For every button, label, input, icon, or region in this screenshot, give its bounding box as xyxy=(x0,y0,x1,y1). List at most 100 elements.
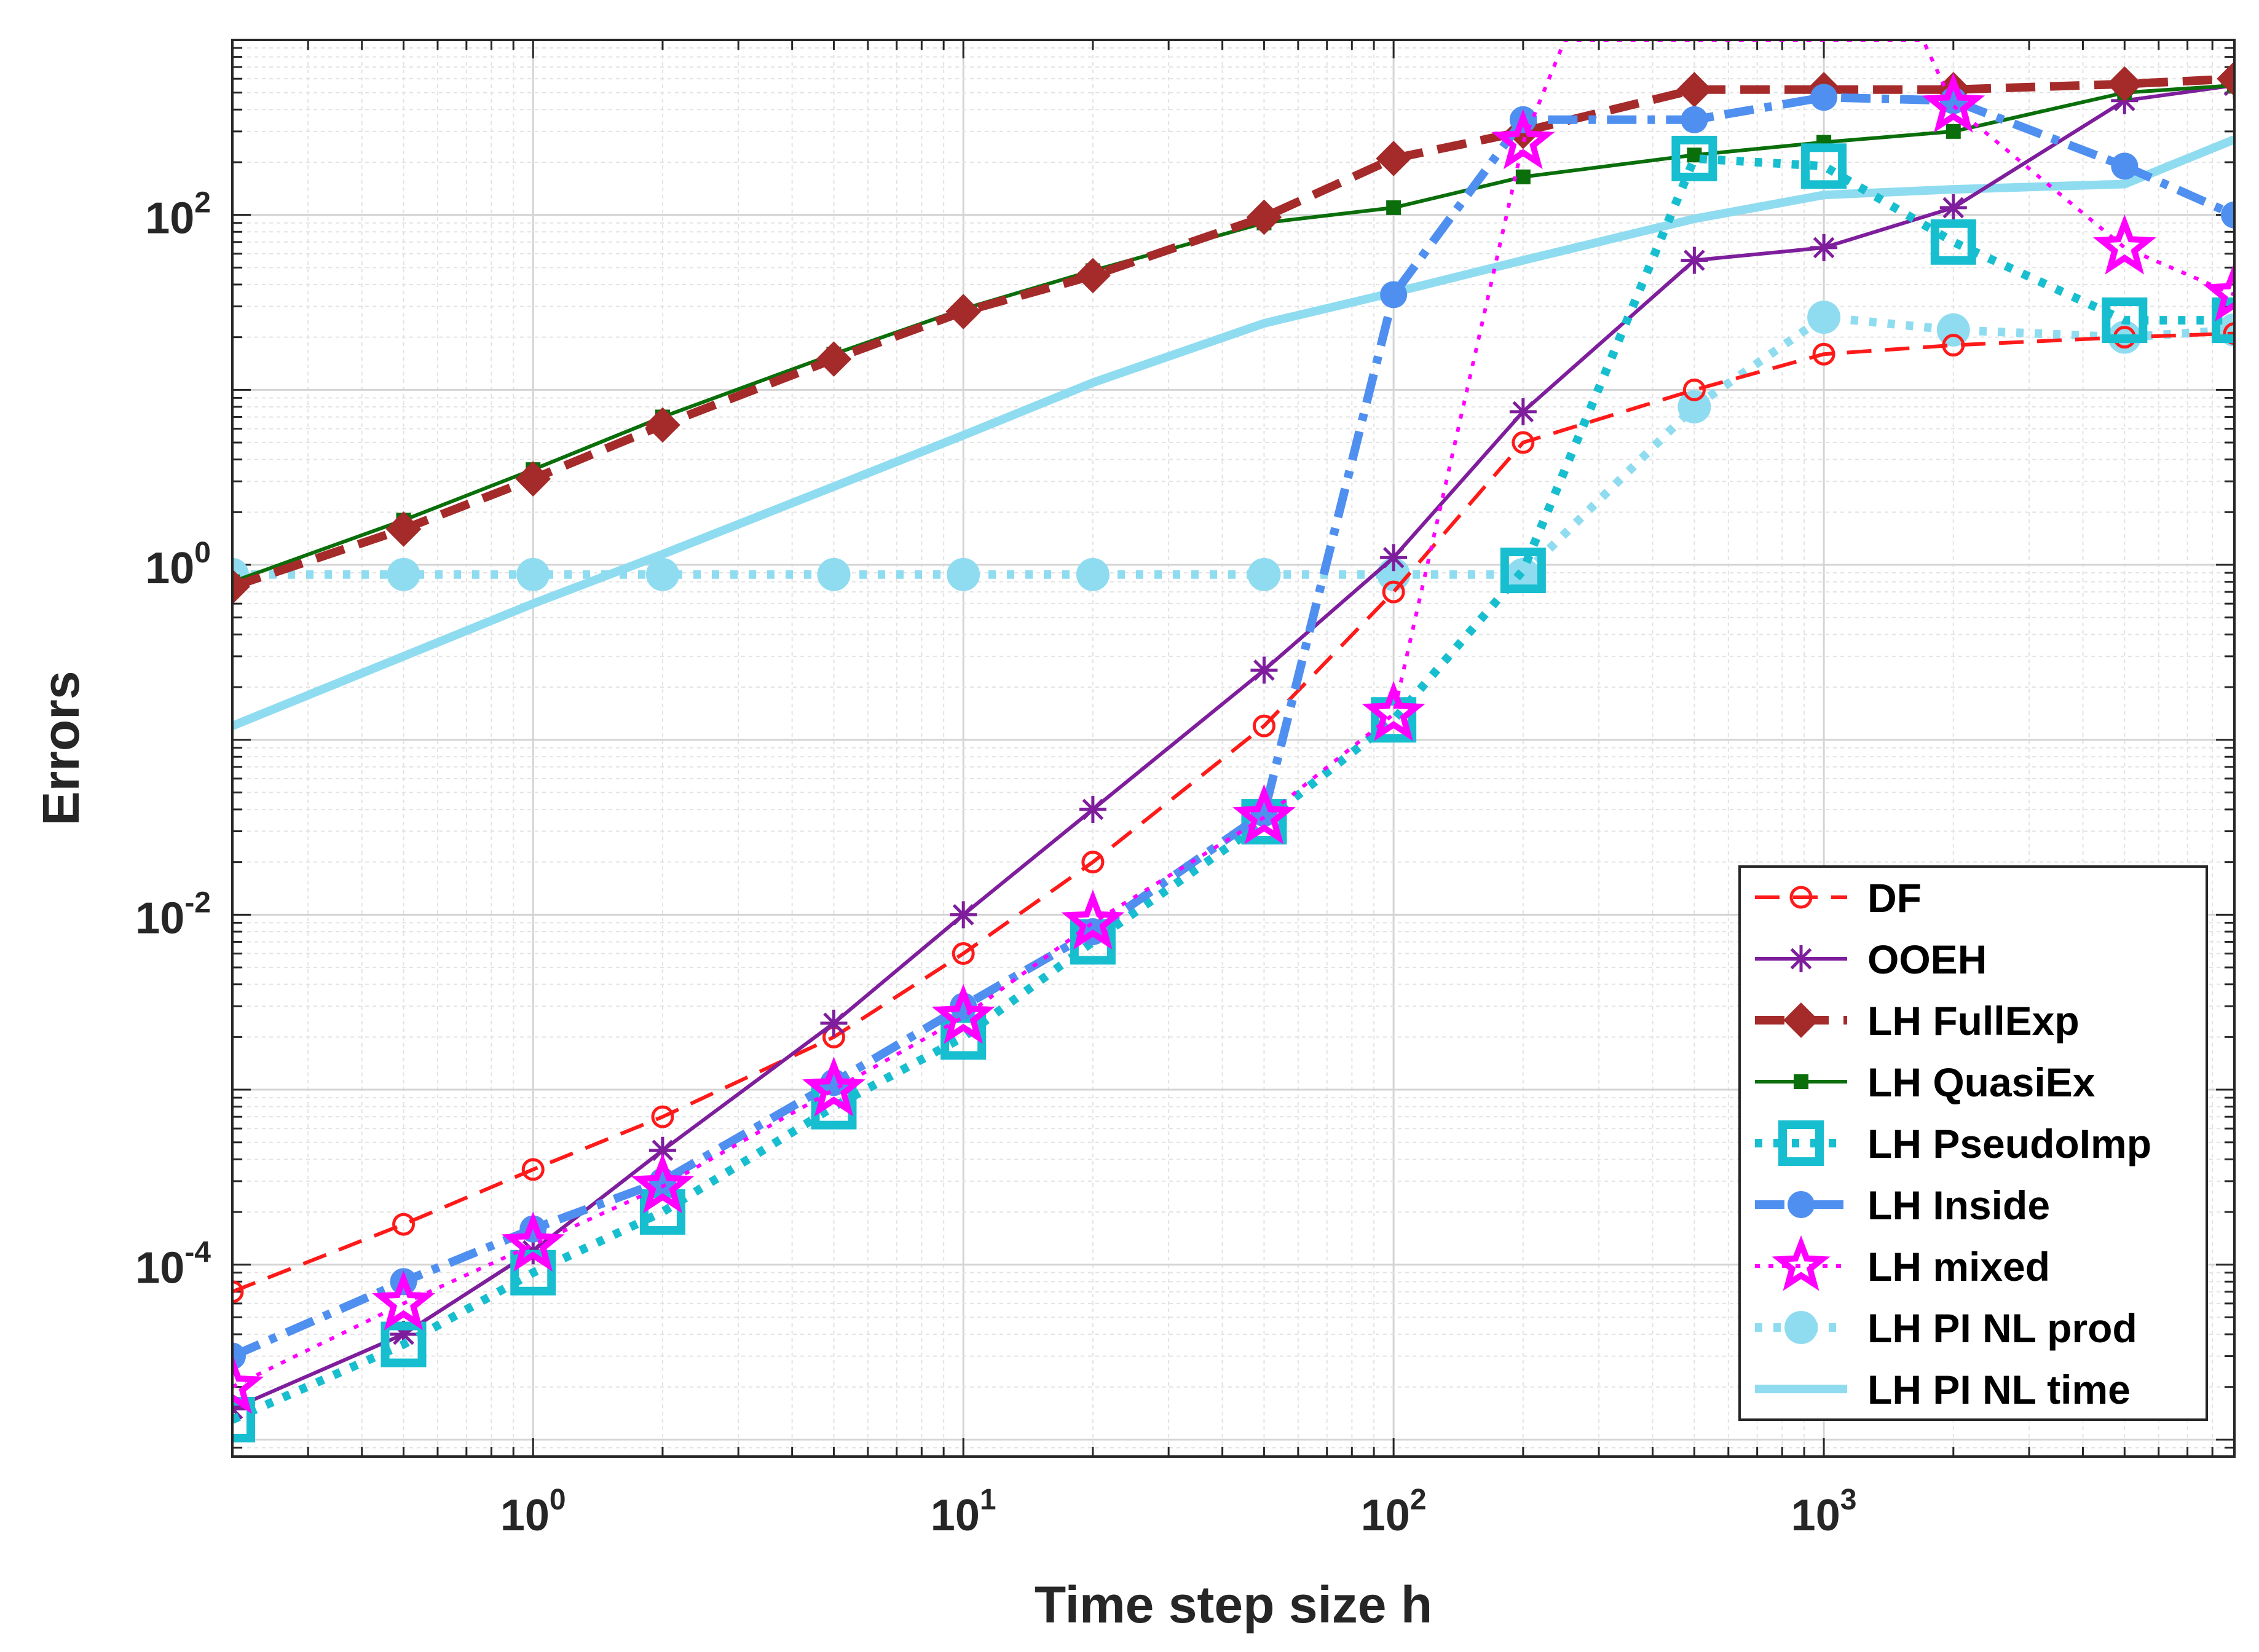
x-tick-label: 101 xyxy=(931,1484,996,1540)
data-point xyxy=(372,1270,435,1331)
data-point xyxy=(645,407,680,443)
data-point xyxy=(2102,297,2148,344)
legend-marker xyxy=(1789,886,1813,909)
y-tick-label-base: 10 xyxy=(135,1244,184,1293)
data-point xyxy=(1677,390,1711,423)
data-point xyxy=(820,1009,848,1037)
data-point xyxy=(1252,714,1275,738)
data-point xyxy=(952,942,975,966)
data-point xyxy=(1922,73,1985,133)
legend-entry: LH FullExp xyxy=(1755,998,2080,1044)
data-point xyxy=(651,1105,674,1128)
x-tick-label-base: 10 xyxy=(500,1491,550,1540)
data-point xyxy=(1681,246,1708,274)
x-tick-label-exponent: 2 xyxy=(1410,1484,1427,1516)
y-tick-label: 10-2 xyxy=(135,886,211,943)
data-point xyxy=(1512,431,1535,454)
data-point xyxy=(1250,656,1278,684)
series-lh-mixed xyxy=(232,40,2234,1414)
data-point xyxy=(1491,109,1555,170)
data-point xyxy=(2223,322,2234,345)
legend-label: LH FullExp xyxy=(1867,998,2080,1044)
data-point xyxy=(1061,889,1125,950)
legend-label: LH mixed xyxy=(1867,1244,2050,1289)
data-point xyxy=(631,1153,695,1214)
x-tick-label-exponent: 1 xyxy=(980,1484,996,1516)
plot-frame xyxy=(231,39,2236,1458)
data-point xyxy=(1810,84,1838,111)
legend-label: LH QuasiEx xyxy=(1867,1060,2095,1105)
x-tick-label-base: 10 xyxy=(931,1491,980,1540)
series-line xyxy=(232,135,2234,730)
data-point xyxy=(1500,548,1546,594)
data-point xyxy=(1076,557,1110,591)
legend-entry: LH Inside xyxy=(1755,1182,2050,1228)
x-tick-label: 103 xyxy=(1791,1484,1857,1540)
series-line xyxy=(232,74,2234,591)
x-axis-title: Time step size h xyxy=(1035,1576,1432,1634)
data-point xyxy=(1946,124,1961,139)
data-point xyxy=(1079,795,1106,823)
legend-entry: DF xyxy=(1755,875,1922,921)
x-tick-label-exponent: 3 xyxy=(1840,1484,1857,1516)
series-line xyxy=(232,154,2234,1424)
legend-label: OOEH xyxy=(1867,937,1987,982)
data-point xyxy=(2221,201,2234,229)
x-tick-label-base: 10 xyxy=(1791,1491,1840,1540)
data-point xyxy=(950,901,977,929)
y-tick-label-exponent: 0 xyxy=(194,537,211,569)
data-point xyxy=(1801,143,1847,189)
data-point xyxy=(2107,66,2143,102)
data-point xyxy=(2202,261,2234,322)
data-point xyxy=(1509,398,1537,425)
legend-entry: LH QuasiEx xyxy=(1755,1060,2095,1105)
data-point xyxy=(1936,313,1970,347)
y-tick-label-base: 10 xyxy=(135,894,184,943)
asterisk-stroke xyxy=(1512,401,1534,423)
data-point xyxy=(1676,72,1713,108)
series-layer xyxy=(232,40,2234,1442)
data-point xyxy=(931,983,995,1044)
data-point xyxy=(645,557,679,591)
legend-marker xyxy=(1784,1311,1818,1344)
asterisk-stroke xyxy=(1813,237,1835,259)
legend-entry: OOEH xyxy=(1755,937,1987,982)
data-point xyxy=(1380,544,1408,572)
legend-entry: LH PseudoImp xyxy=(1755,1120,2151,1166)
y-axis-title: Errors xyxy=(32,671,90,825)
data-point xyxy=(392,1213,416,1236)
data-point xyxy=(802,1056,865,1117)
data-point xyxy=(1681,106,1708,133)
y-tick-label-exponent: -4 xyxy=(184,1237,211,1269)
data-point xyxy=(1939,194,1967,221)
legend-entry: LH PI NL prod xyxy=(1755,1305,2137,1351)
x-tick-label-base: 10 xyxy=(1361,1491,1410,1540)
y-tick-label-exponent: -2 xyxy=(184,886,211,919)
data-point xyxy=(521,1158,545,1181)
asterisk-stroke xyxy=(823,1012,845,1034)
data-point xyxy=(515,461,551,497)
data-point xyxy=(1371,697,1417,743)
data-point xyxy=(232,1396,255,1442)
data-point xyxy=(2217,61,2234,96)
asterisk-stroke xyxy=(652,1139,674,1162)
legend-label: LH PI NL time xyxy=(1867,1367,2131,1412)
asterisk-stroke xyxy=(1253,659,1275,681)
data-point xyxy=(1081,851,1105,874)
legend-marker xyxy=(1788,945,1815,972)
series-lh-fullexp xyxy=(232,61,2234,605)
series-line xyxy=(232,331,2234,1294)
data-point xyxy=(1232,784,1296,844)
data-point xyxy=(1682,378,1706,401)
legend: DF OOEH LH FullExp LH QuasiEx LH PseudoImp L… xyxy=(1738,865,2208,1421)
legend-entry: LH PI NL time xyxy=(1755,1367,2131,1412)
data-point xyxy=(947,557,980,591)
y-tick-label-exponent: 2 xyxy=(194,187,211,219)
x-tick-label-exponent: 0 xyxy=(550,1484,566,1516)
data-point xyxy=(1812,342,1835,366)
asterisk-stroke xyxy=(952,904,974,926)
data-point xyxy=(1376,141,1411,176)
legend-marker xyxy=(1772,1235,1831,1291)
series-df xyxy=(232,322,2234,1304)
